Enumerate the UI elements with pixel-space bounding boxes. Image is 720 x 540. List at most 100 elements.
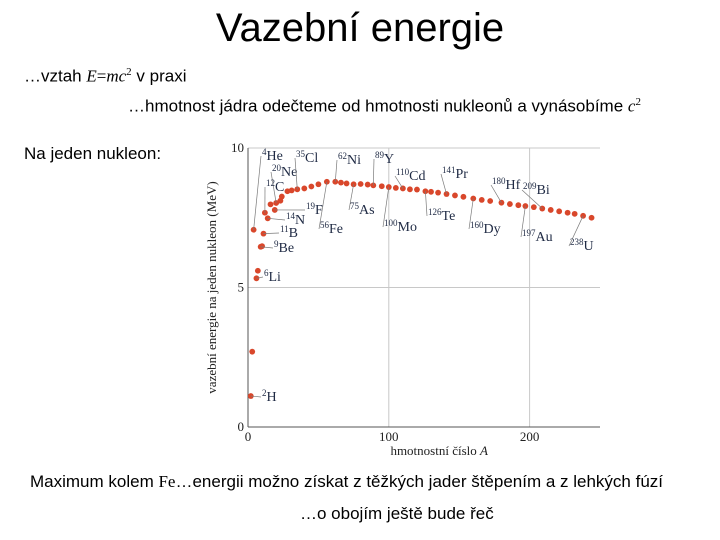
mass-defect-line: …hmotnost jádra odečteme od hmotnosti nu… bbox=[128, 96, 641, 117]
annotation-symbol: Te bbox=[442, 209, 456, 224]
annotation-leader bbox=[260, 246, 274, 249]
data-point bbox=[422, 188, 429, 195]
data-point bbox=[308, 183, 315, 190]
data-point bbox=[392, 184, 399, 191]
annotation-leader bbox=[253, 155, 262, 230]
data-point bbox=[259, 243, 265, 250]
annotation-mass: 141 bbox=[442, 165, 456, 175]
annotation-mass: 6 bbox=[264, 268, 269, 278]
annotation-leader bbox=[270, 171, 277, 204]
annotation-symbol: F bbox=[315, 203, 323, 218]
chart-y-axis-label: vazební energie na jeden nukleon (MeV) bbox=[204, 181, 219, 393]
chart-x-axis-label-var: A bbox=[479, 443, 488, 458]
data-point bbox=[357, 181, 364, 187]
annotation-mass: 2 bbox=[262, 388, 267, 398]
data-point bbox=[571, 210, 578, 217]
annotation-mass: 56 bbox=[320, 220, 330, 230]
data-point bbox=[288, 187, 295, 194]
annotation-leader bbox=[294, 157, 298, 190]
annotation-leader bbox=[425, 191, 428, 217]
annotation-mass: 180 bbox=[492, 176, 506, 186]
data-point bbox=[515, 202, 522, 209]
annotation-symbol: Hf bbox=[506, 178, 521, 193]
data-point bbox=[385, 184, 392, 190]
per-nucleon-label: Na jeden nukleon: bbox=[24, 144, 162, 163]
annotation-mass: 4 bbox=[262, 147, 267, 157]
annotation-cl: 35Cl bbox=[296, 149, 318, 166]
annotation-bi: 209Bi bbox=[523, 181, 550, 198]
annotation-leader bbox=[334, 159, 338, 182]
data-point bbox=[530, 204, 537, 211]
chart-points bbox=[247, 178, 595, 399]
maximum-note: Maximum kolem Fe…energii možno získat z … bbox=[30, 472, 663, 492]
y-tick-label: 5 bbox=[238, 280, 245, 295]
formula-line-prefix: …vztah bbox=[24, 66, 87, 86]
formula-exponent: 2 bbox=[126, 66, 132, 78]
data-point bbox=[487, 198, 494, 204]
data-point bbox=[338, 179, 344, 186]
data-point bbox=[315, 181, 322, 188]
mass-defect-text: …hmotnost jádra odečteme od hmotnosti nu… bbox=[128, 96, 628, 116]
formula-equals: = bbox=[96, 66, 107, 86]
annotation-cd: 110Cd bbox=[396, 167, 426, 184]
annotation-fe: 56Fe bbox=[320, 220, 343, 237]
annotation-b: 11B bbox=[280, 224, 298, 241]
data-point bbox=[452, 192, 458, 199]
annotation-leader bbox=[267, 217, 286, 221]
annotation-leader bbox=[490, 184, 502, 203]
data-point bbox=[323, 178, 330, 185]
annotation-symbol: B bbox=[289, 226, 298, 241]
data-point bbox=[478, 196, 485, 203]
annotation-leader bbox=[568, 215, 584, 247]
data-point bbox=[332, 178, 339, 185]
chart-axes bbox=[247, 148, 600, 428]
annotation-symbol: Fe bbox=[329, 222, 343, 237]
annotation-symbol: Bi bbox=[537, 183, 550, 198]
annotation-symbol: Dy bbox=[484, 222, 501, 237]
annotation-symbol: Pr bbox=[456, 167, 469, 182]
annotation-mass: 100 bbox=[384, 218, 398, 228]
annotation-symbol: H bbox=[267, 390, 277, 405]
annotation-mass: 89 bbox=[375, 150, 385, 160]
annotation-mass: 110 bbox=[396, 167, 410, 177]
data-point bbox=[407, 186, 413, 193]
annotation-h: 2H bbox=[262, 388, 277, 405]
data-point bbox=[253, 275, 260, 282]
formula-c: c bbox=[118, 66, 127, 86]
annotation-symbol: Ne bbox=[281, 165, 297, 180]
data-point bbox=[564, 209, 571, 216]
x-tick-label: 200 bbox=[520, 429, 540, 444]
annotation-au: 197Au bbox=[522, 228, 553, 245]
data-point bbox=[414, 186, 420, 193]
data-point bbox=[435, 189, 441, 196]
annotation-mo: 100Mo bbox=[384, 218, 417, 235]
annotation-mass: 35 bbox=[296, 149, 306, 159]
data-point bbox=[506, 201, 513, 207]
annotation-symbol: C bbox=[275, 180, 284, 195]
annotation-symbol: U bbox=[584, 239, 594, 254]
annotation-symbol: Au bbox=[536, 230, 553, 245]
annotation-mass: 14 bbox=[286, 211, 296, 221]
formula-line-suffix: v praxi bbox=[131, 66, 187, 86]
data-point bbox=[470, 195, 477, 202]
annotation-f: 19F bbox=[306, 201, 323, 218]
y-tick-label: 10 bbox=[231, 140, 244, 155]
annotation-leader bbox=[521, 189, 543, 209]
data-point bbox=[350, 181, 357, 188]
annotation-symbol: Mo bbox=[398, 220, 417, 235]
data-point bbox=[428, 188, 434, 195]
formula-line: …vztah E=mc2 v praxi bbox=[24, 66, 186, 87]
annotation-mass: 9 bbox=[274, 239, 279, 249]
annotation-leader bbox=[468, 198, 474, 230]
annotation-c: 12C bbox=[266, 178, 284, 195]
data-point bbox=[460, 193, 467, 200]
mass-defect-c: c bbox=[627, 96, 636, 116]
annotation-mass: 160 bbox=[470, 220, 484, 230]
maximum-note-prefix: Maximum kolem bbox=[30, 472, 159, 491]
data-point bbox=[267, 201, 274, 208]
annotation-as: 75As bbox=[350, 201, 375, 218]
slide-title: Vazební energie bbox=[215, 6, 505, 50]
annotation-symbol: Ni bbox=[347, 153, 361, 168]
maximum-note-suffix: …energii možno získat z těžkých jader št… bbox=[175, 472, 664, 491]
annotation-y: 89Y bbox=[375, 150, 394, 167]
